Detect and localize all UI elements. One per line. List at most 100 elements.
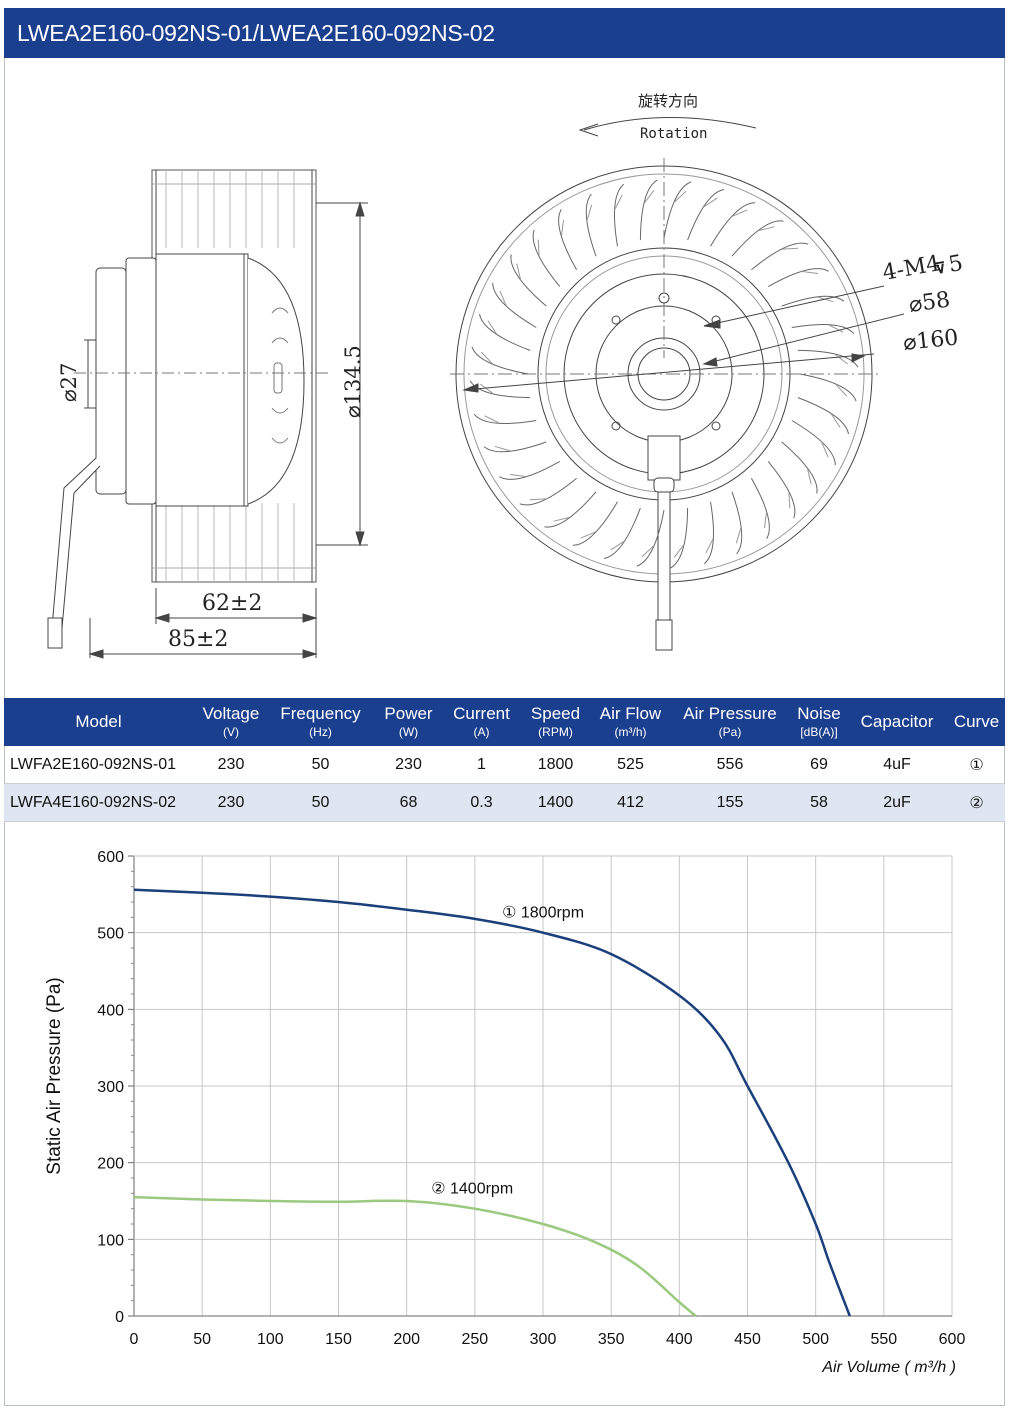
x-tick-label: 450 bbox=[734, 1331, 761, 1348]
impeller-blade-detail bbox=[494, 445, 511, 452]
impeller-blade bbox=[614, 183, 625, 247]
header-label: Capacitor bbox=[860, 712, 934, 731]
impeller-blade bbox=[781, 441, 818, 494]
performance-chart: 0 50 100 150 200 250 300 350 400 450 500 550 600 0 100… bbox=[44, 849, 966, 1376]
impeller-blade-detail bbox=[641, 545, 655, 558]
impeller-blade-detail bbox=[764, 512, 767, 529]
impeller-blade bbox=[797, 349, 859, 368]
spec-table: Model Voltage (V) Frequency (Hz) Power (W) Curr… bbox=[4, 698, 1005, 822]
header-unit: (A) bbox=[473, 725, 490, 739]
x-tick-label: 300 bbox=[530, 1331, 557, 1348]
impeller-blade bbox=[703, 501, 714, 565]
table-cell: LWFA4E160-092NS-02 bbox=[4, 783, 193, 822]
impeller-blade bbox=[767, 461, 796, 519]
x-tick-label: 100 bbox=[257, 1331, 284, 1348]
x-tick-label: 0 bbox=[130, 1331, 139, 1348]
table-cell: ② bbox=[948, 783, 1005, 822]
table-cell: 230 bbox=[372, 746, 445, 784]
impeller-blade bbox=[492, 282, 537, 328]
header-label: Current bbox=[453, 704, 510, 723]
impeller-blade-detail bbox=[537, 239, 540, 256]
table-cell: 412 bbox=[593, 783, 668, 822]
dim-holes-depth: 5 bbox=[947, 251, 965, 278]
rotation-label-en: Rotation bbox=[640, 126, 707, 142]
series-label: ② 1400rpm bbox=[431, 1180, 513, 1197]
impeller-blade-detail bbox=[580, 531, 596, 539]
table-cell: 2uF bbox=[846, 783, 948, 822]
impeller-blade-detail bbox=[705, 538, 714, 554]
x-tick-label: 50 bbox=[193, 1331, 211, 1348]
dim-62: 62±2 bbox=[202, 591, 262, 616]
x-tick-label: 250 bbox=[461, 1331, 488, 1348]
header-unit: (W) bbox=[398, 725, 419, 739]
table-header-cell: Speed (RPM) bbox=[518, 698, 593, 746]
x-axis-label: Air Volume ( m³/h ) bbox=[821, 1359, 956, 1376]
impeller-blade-detail bbox=[821, 442, 829, 458]
dim-holes: 4-M4 bbox=[881, 251, 942, 286]
impeller-blade-detail bbox=[586, 204, 593, 221]
impeller-blade bbox=[663, 181, 692, 239]
impeller-blade-detail bbox=[610, 540, 625, 551]
impeller-blade bbox=[585, 193, 597, 257]
impeller-blade bbox=[731, 220, 784, 257]
impeller-blade bbox=[572, 501, 618, 546]
impeller-blade bbox=[558, 209, 578, 271]
table-header-cell: Frequency (Hz) bbox=[269, 698, 372, 746]
table-header-cell: Current (A) bbox=[445, 698, 518, 746]
y-axis-label: Static Air Pressure (Pa) bbox=[44, 977, 65, 1174]
impeller-blade bbox=[483, 441, 547, 453]
table-row: LWFA2E160-092NS-01 230 50 230 1 1800 525 556 69 4… bbox=[4, 746, 1005, 784]
impeller-blade bbox=[479, 313, 531, 351]
impeller-blade-detail bbox=[529, 498, 546, 501]
table-header-cell: Air Flow (m³/h) bbox=[593, 698, 668, 746]
y-tick-label: 400 bbox=[97, 1002, 124, 1019]
header-unit: (RPM) bbox=[538, 725, 573, 739]
header-label: Model bbox=[75, 712, 122, 731]
y-tick-label: 600 bbox=[97, 849, 124, 866]
impeller-blade bbox=[670, 507, 689, 569]
table-cell: 1400 bbox=[518, 783, 593, 822]
table-cell: ① bbox=[948, 746, 1005, 784]
header-label: Noise bbox=[797, 704, 841, 723]
impeller-blade bbox=[781, 295, 845, 307]
impeller-blade bbox=[710, 202, 756, 247]
impeller-blade bbox=[603, 507, 641, 559]
impeller-blade bbox=[791, 324, 855, 335]
technical-drawing: 旋转方向 Rotation 4-M4 ⊽ 5 ⌀58 ⌀160 ⌀27 ⌀134… bbox=[47, 92, 965, 659]
header-label: Air Flow bbox=[599, 704, 662, 723]
y-tick-label: 500 bbox=[97, 926, 124, 943]
front-view bbox=[450, 117, 905, 651]
x-tick-label: 400 bbox=[666, 1331, 693, 1348]
impeller-blade-detail bbox=[614, 194, 623, 210]
dim-160: ⌀160 bbox=[902, 325, 960, 356]
impeller-blade bbox=[499, 460, 561, 480]
impeller-blade bbox=[731, 491, 743, 555]
impeller-blade bbox=[510, 254, 547, 307]
table-cell: 1800 bbox=[518, 746, 593, 784]
impeller-blade-detail bbox=[479, 383, 494, 395]
impeller-blade-detail bbox=[509, 474, 526, 477]
impeller-blade bbox=[469, 380, 531, 399]
impeller-blade-detail bbox=[643, 189, 655, 204]
impeller-blade-detail bbox=[828, 324, 844, 333]
table-header-cell: Voltage (V) bbox=[193, 698, 269, 746]
table-cell: 0.3 bbox=[445, 783, 518, 822]
dim-58: ⌀58 bbox=[907, 287, 951, 317]
impeller-blade bbox=[519, 477, 577, 506]
x-tick-label: 600 bbox=[939, 1331, 966, 1348]
page-title: LWEA2E160-092NS-01/LWEA2E160-092NS-02 bbox=[17, 20, 495, 46]
header-label: Voltage bbox=[202, 704, 260, 723]
side-view bbox=[47, 169, 368, 659]
table-cell: 1 bbox=[445, 746, 518, 784]
impeller-blade-detail bbox=[673, 190, 687, 203]
impeller-blade bbox=[471, 346, 529, 375]
impeller-blade bbox=[791, 420, 836, 466]
impeller-blade-detail bbox=[735, 527, 742, 544]
x-tick-label: 150 bbox=[325, 1331, 352, 1348]
header-label: Frequency bbox=[280, 704, 361, 723]
table-cell: 58 bbox=[792, 783, 846, 822]
table-cell: LWFA2E160-092NS-01 bbox=[4, 746, 193, 784]
x-tick-label: 500 bbox=[802, 1331, 829, 1348]
table-header-cell: Power (W) bbox=[372, 698, 445, 746]
impeller-blade bbox=[797, 397, 849, 435]
